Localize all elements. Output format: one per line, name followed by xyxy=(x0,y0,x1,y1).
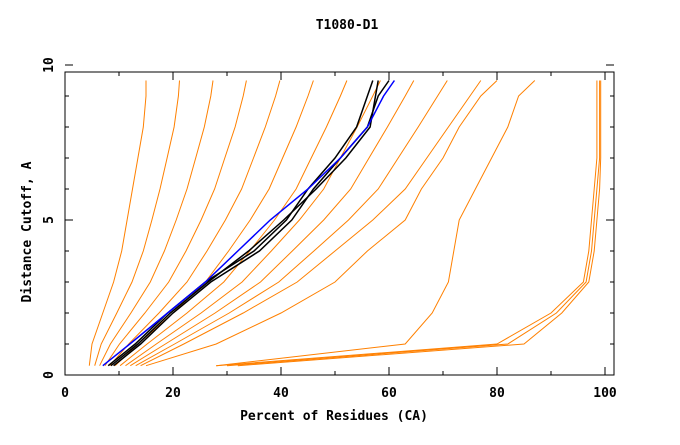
highlight-curve-16 xyxy=(107,80,374,367)
x-tick-label: 60 xyxy=(381,386,397,401)
plot-frame xyxy=(64,71,615,376)
model-curve-9 xyxy=(135,80,448,367)
chart-title: T1080-D1 xyxy=(316,18,379,33)
model-curve-15 xyxy=(237,80,602,367)
x-tick-label: 0 xyxy=(61,386,69,401)
model-curve-0 xyxy=(88,80,147,366)
model-curve-10 xyxy=(140,80,482,367)
highlight-curve-18 xyxy=(110,80,379,367)
model-curve-4 xyxy=(109,80,281,367)
highlight-curve-19 xyxy=(102,80,396,367)
y-tick-label: 5 xyxy=(42,216,57,224)
x-tick-label: 40 xyxy=(273,386,289,401)
model-curve-11 xyxy=(145,80,498,367)
model-curve-7 xyxy=(125,80,381,367)
model-curve-1 xyxy=(94,80,180,366)
y-tick-labels: 0 5 10 xyxy=(42,57,57,379)
x-tick-label: 80 xyxy=(489,386,505,401)
y-tick-label: 10 xyxy=(42,57,57,73)
x-tick-label: 20 xyxy=(165,386,181,401)
model-curve-3 xyxy=(104,80,247,366)
x-tick-label: 100 xyxy=(593,386,617,401)
y-tick-label: 0 xyxy=(42,371,57,379)
highlight-curve-17 xyxy=(113,80,390,367)
model-curve-8 xyxy=(130,80,415,367)
x-tick-labels: 0 20 40 60 80 100 xyxy=(61,386,617,401)
model-curve-6 xyxy=(119,80,348,367)
x-axis-label: Percent of Residues (CA) xyxy=(240,409,428,424)
series-layer xyxy=(88,80,602,367)
model-curve-2 xyxy=(99,80,214,366)
y-axis-label: Distance Cutoff, A xyxy=(20,161,35,302)
model-curve-13 xyxy=(216,80,598,367)
model-curve-14 xyxy=(226,80,601,367)
model-curve-12 xyxy=(216,80,536,367)
axis-ticks xyxy=(64,64,614,376)
